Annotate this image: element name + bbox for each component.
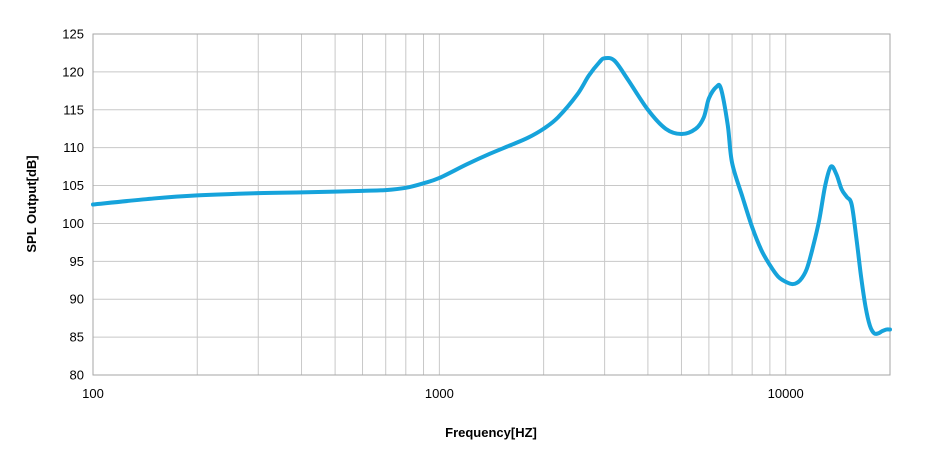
y-tick-label: 100 [62,216,84,231]
y-tick-label: 90 [70,292,84,307]
y-tick-label: 120 [62,64,84,79]
x-tick-label: 100 [82,386,104,401]
y-tick-label: 115 [63,102,84,117]
x-tick-label: 10000 [768,386,804,401]
y-tick-label: 95 [70,254,84,269]
x-axis-title: Frequency[HZ] [445,425,537,440]
y-tick-label: 110 [63,140,84,155]
spl-output-series-line [91,55,892,336]
series [91,55,892,336]
y-axis-title: SPL Output[dB] [24,155,39,252]
x-tick-label: 1000 [425,386,454,401]
y-tick-label: 80 [70,368,84,383]
y-axis-ticks: 80 85 90 95 100 105 110 115 120 125 [62,27,84,383]
y-tick-label: 125 [62,27,84,42]
y-tick-label: 85 [70,330,84,345]
y-tick-label: 105 [62,178,84,193]
x-axis-ticks: 100 1000 10000 [82,386,804,401]
grid [92,33,891,376]
plot-area-frame [92,33,891,376]
